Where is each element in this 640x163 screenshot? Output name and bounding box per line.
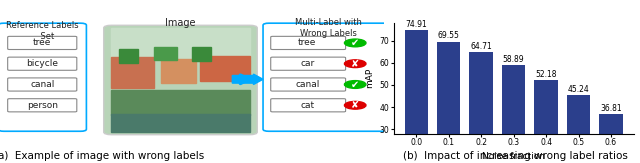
Bar: [534, 80, 557, 163]
Text: Image: Image: [165, 18, 196, 28]
Y-axis label: mAP: mAP: [365, 68, 374, 88]
Text: tree: tree: [298, 38, 316, 47]
Bar: [502, 65, 525, 163]
Text: car: car: [300, 59, 314, 68]
FancyBboxPatch shape: [104, 25, 257, 135]
FancyBboxPatch shape: [263, 23, 390, 131]
Text: ✔: ✔: [351, 38, 359, 48]
Circle shape: [344, 60, 366, 68]
Bar: [437, 42, 460, 163]
FancyBboxPatch shape: [8, 99, 77, 112]
FancyBboxPatch shape: [0, 23, 86, 131]
Text: bicycle: bicycle: [26, 59, 58, 68]
Bar: [119, 49, 138, 63]
Text: person: person: [27, 101, 58, 110]
Bar: [111, 57, 154, 88]
Circle shape: [344, 101, 366, 109]
Text: 64.71: 64.71: [470, 42, 492, 51]
Text: Multi-Label with
Wrong Labels: Multi-Label with Wrong Labels: [295, 18, 362, 38]
Bar: [404, 30, 428, 163]
Text: ✘: ✘: [351, 59, 359, 69]
X-axis label: Noise fraction: Noise fraction: [482, 152, 545, 161]
Text: Reference Labels
    Set: Reference Labels Set: [6, 21, 79, 41]
FancyBboxPatch shape: [271, 36, 346, 50]
Circle shape: [344, 81, 366, 88]
FancyArrow shape: [232, 74, 263, 84]
Text: 69.55: 69.55: [438, 31, 460, 40]
Bar: [111, 114, 250, 132]
Text: ✘: ✘: [351, 100, 359, 110]
FancyBboxPatch shape: [8, 36, 77, 50]
Bar: [111, 90, 250, 115]
Text: (a)  Example of image with wrong labels: (a) Example of image with wrong labels: [0, 151, 204, 161]
FancyBboxPatch shape: [8, 78, 77, 91]
Text: 45.24: 45.24: [568, 85, 589, 94]
Text: tree: tree: [33, 38, 51, 47]
FancyBboxPatch shape: [8, 57, 77, 70]
FancyBboxPatch shape: [271, 99, 346, 112]
Text: ✔: ✔: [351, 80, 359, 89]
Text: canal: canal: [295, 80, 319, 89]
FancyBboxPatch shape: [271, 78, 346, 91]
Text: (b)  Impact of increasing wrong label ratios: (b) Impact of increasing wrong label rat…: [403, 151, 628, 161]
Bar: [111, 28, 250, 60]
Bar: [192, 47, 211, 61]
Bar: [470, 52, 493, 163]
Circle shape: [344, 39, 366, 47]
Text: 36.81: 36.81: [600, 104, 622, 113]
Bar: [154, 47, 177, 60]
FancyBboxPatch shape: [271, 57, 346, 70]
Bar: [161, 59, 196, 83]
Text: 58.89: 58.89: [503, 55, 524, 64]
Text: cat: cat: [300, 101, 314, 110]
Text: 52.18: 52.18: [535, 70, 557, 79]
Text: 74.91: 74.91: [405, 20, 427, 29]
Bar: [567, 96, 590, 163]
Text: canal: canal: [30, 80, 54, 89]
Bar: [599, 114, 623, 163]
Bar: [200, 56, 250, 81]
